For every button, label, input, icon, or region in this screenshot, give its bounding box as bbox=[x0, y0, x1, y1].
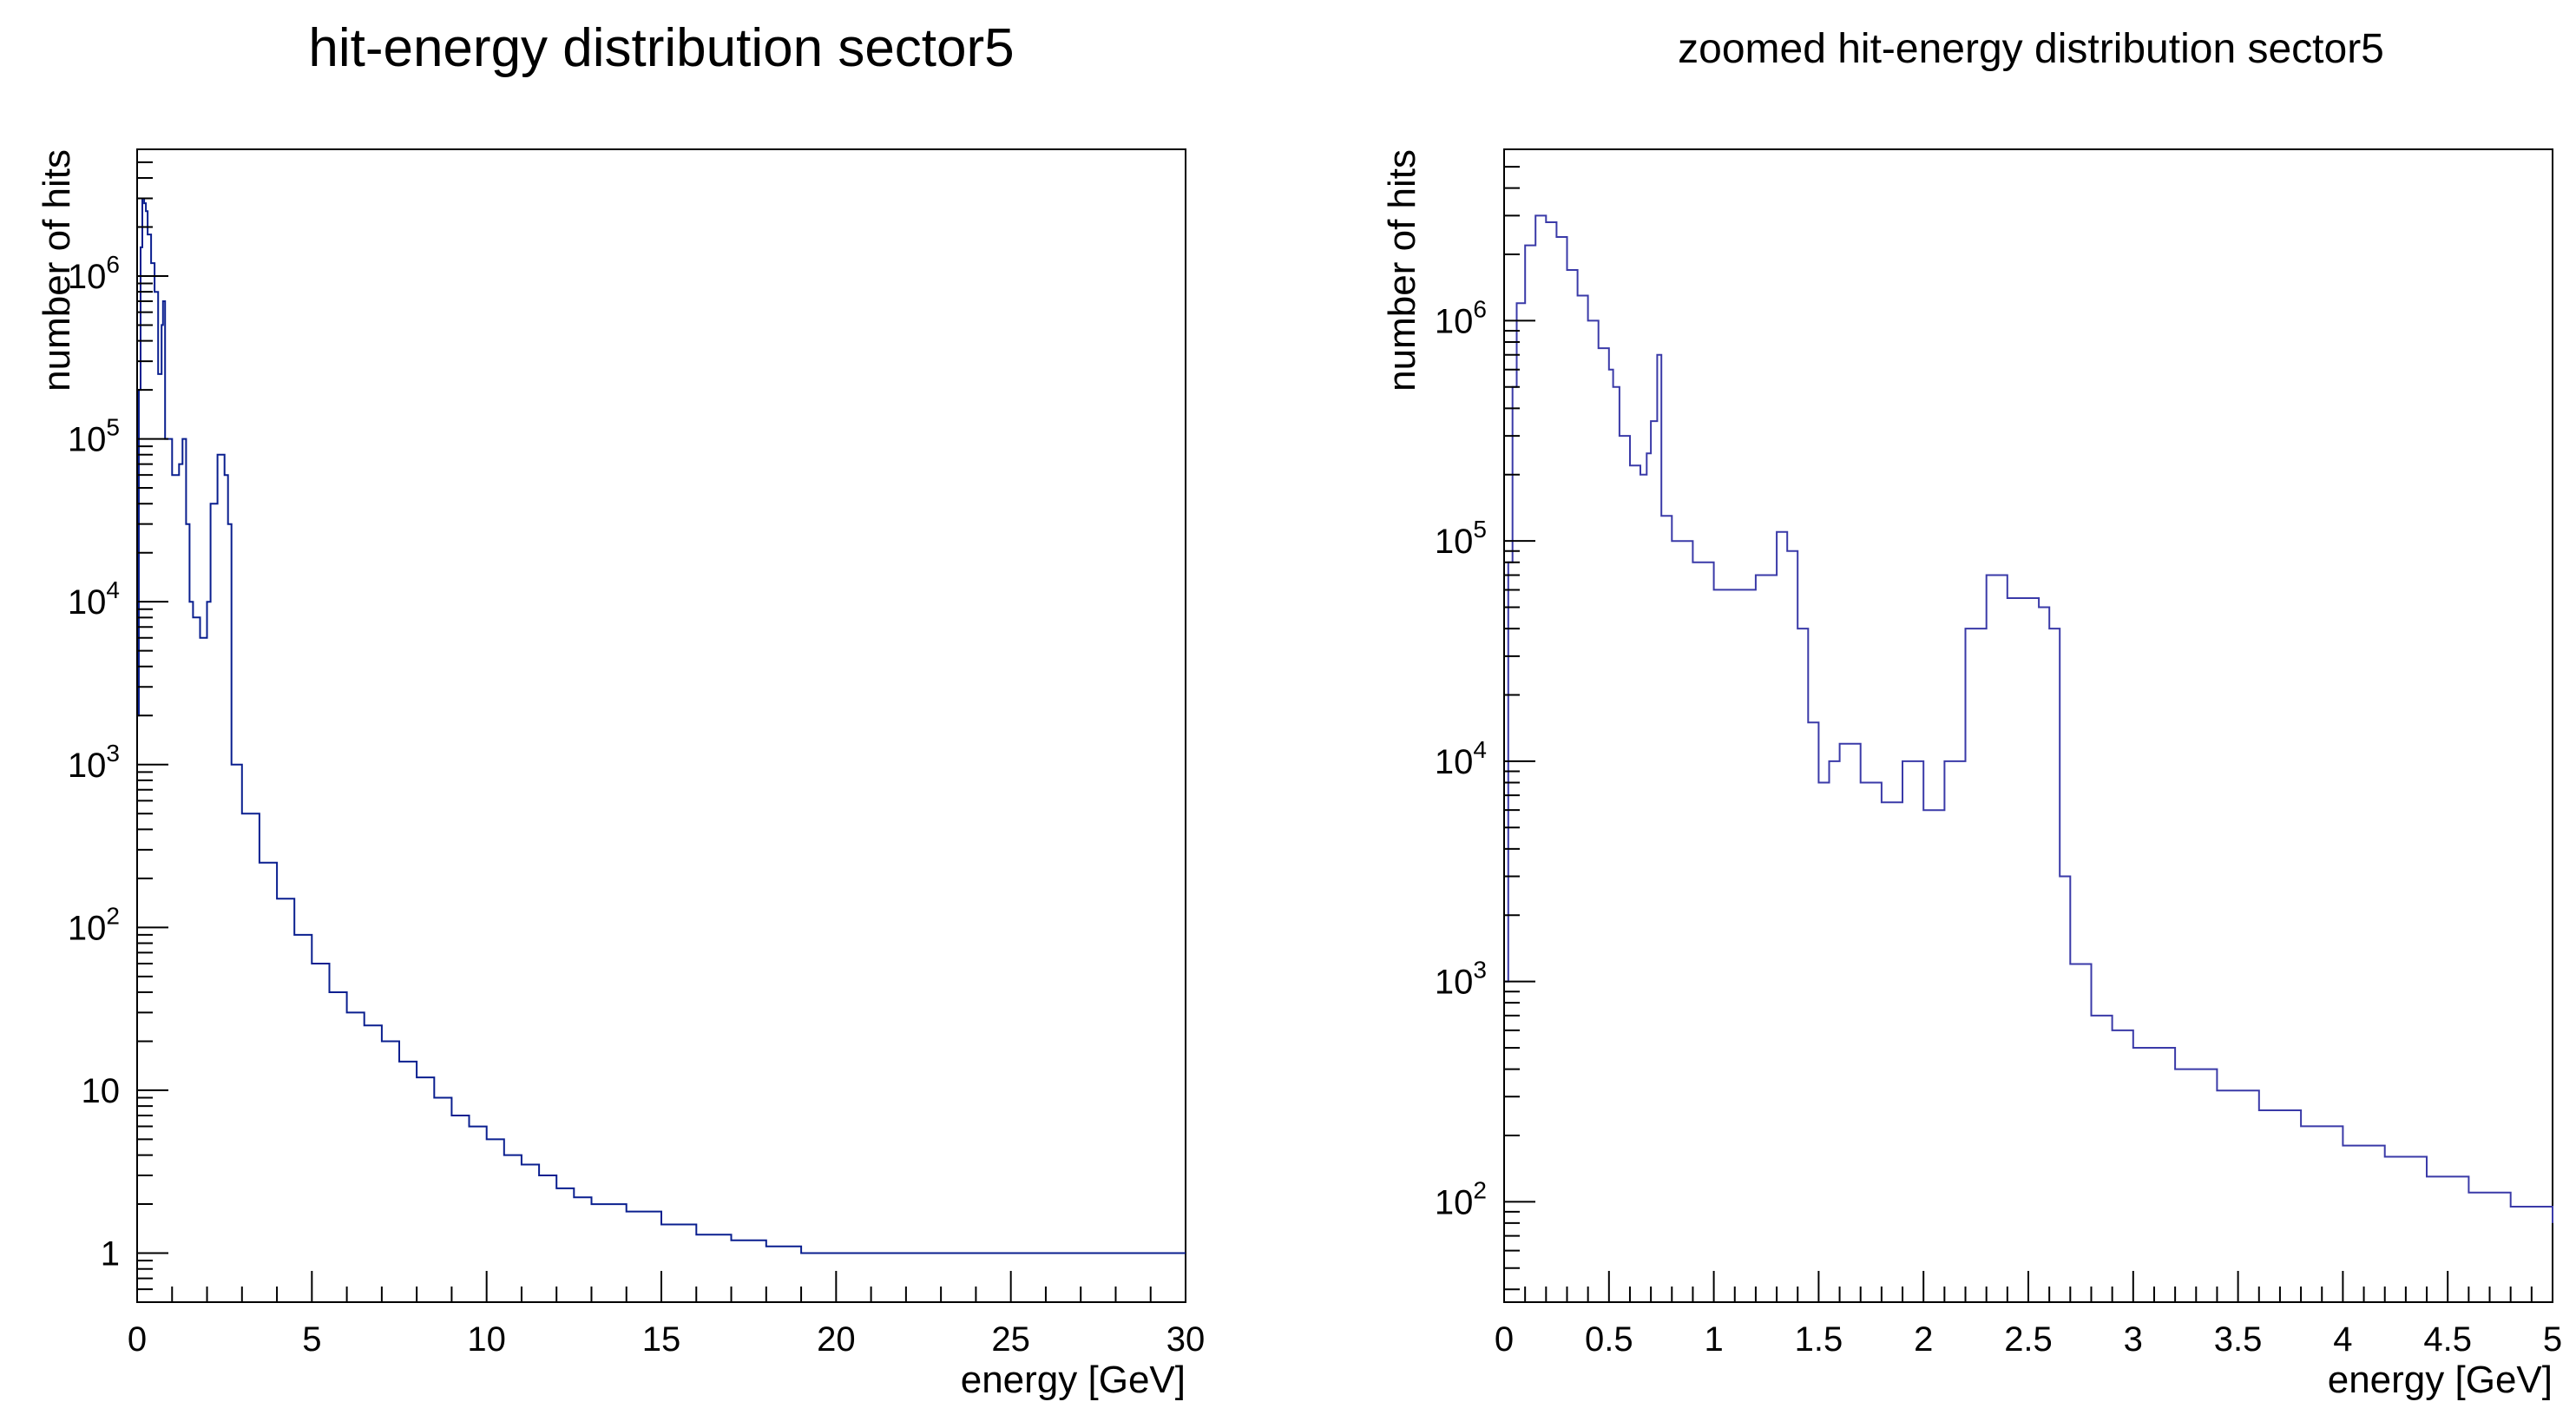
x-tick-label: 2.5 bbox=[2004, 1320, 2053, 1359]
x-tick-label: 5 bbox=[302, 1320, 321, 1359]
y-axis-label: number of hits bbox=[1381, 149, 1423, 392]
x-axis-label: energy [GeV] bbox=[961, 1359, 1186, 1401]
y-tick-label: 104 bbox=[68, 576, 120, 622]
y-tick-label: 103 bbox=[68, 740, 120, 785]
y-tick-label: 1 bbox=[101, 1235, 120, 1274]
y-axis-label: number of hits bbox=[36, 149, 78, 392]
x-tick-label: 30 bbox=[1166, 1320, 1206, 1359]
y-axis-ticks: 1 10 102 103 104 105 106 bbox=[68, 148, 168, 1303]
y-tick-label: 102 bbox=[1435, 1176, 1487, 1221]
x-tick-label: 15 bbox=[642, 1320, 681, 1359]
x-tick-label: 0 bbox=[128, 1320, 147, 1359]
x-tick-label: 10 bbox=[467, 1320, 506, 1359]
y-axis-ticks: 102 103 104 105 106 bbox=[1435, 148, 1535, 1291]
chart-title: zoomed hit-energy distribution sector5 bbox=[1678, 26, 2384, 72]
series-line bbox=[1504, 214, 2553, 1223]
y-tick-label: 105 bbox=[1435, 516, 1487, 561]
y-tick-label: 106 bbox=[1435, 295, 1487, 340]
y-tick-label: 105 bbox=[68, 414, 120, 459]
x-tick-label: 25 bbox=[991, 1320, 1030, 1359]
x-axis-label: energy [GeV] bbox=[2328, 1359, 2553, 1401]
x-tick-label: 3 bbox=[2124, 1320, 2143, 1359]
chart-title: hit-energy distribution sector5 bbox=[308, 18, 1014, 78]
series-line bbox=[137, 197, 1186, 1254]
data-series bbox=[1504, 214, 2553, 1223]
x-tick-label: 2 bbox=[1914, 1320, 1933, 1359]
y-tick-label: 103 bbox=[1435, 957, 1487, 1002]
x-tick-label: 0.5 bbox=[1585, 1320, 1633, 1359]
panel-hit-energy-distribution: hit-energy distribution sector5 1 10 102 10… bbox=[36, 18, 1205, 1401]
plot-frame bbox=[136, 148, 1186, 1303]
y-tick-label: 104 bbox=[1435, 736, 1487, 781]
x-tick-label: 5 bbox=[2543, 1320, 2562, 1359]
x-tick-label: 4.5 bbox=[2423, 1320, 2472, 1359]
x-tick-label: 20 bbox=[817, 1320, 856, 1359]
y-tick-label: 102 bbox=[68, 902, 120, 947]
x-axis-ticks: 0 0.5 1 1.5 2 2.5 3 3.5 4 4.5 5 bbox=[1495, 1271, 2562, 1359]
x-tick-label: 1 bbox=[1704, 1320, 1723, 1359]
x-tick-label: 1.5 bbox=[1795, 1320, 1843, 1359]
y-tick-label: 106 bbox=[68, 251, 120, 296]
x-tick-label: 3.5 bbox=[2214, 1320, 2263, 1359]
x-tick-label: 0 bbox=[1495, 1320, 1514, 1359]
panel-zoomed-hit-energy-distribution: zoomed hit-energy distribution sector5 1… bbox=[1381, 26, 2562, 1401]
plot-frame bbox=[1503, 148, 2553, 1303]
y-tick-label: 10 bbox=[82, 1072, 121, 1110]
data-series bbox=[137, 197, 1186, 1254]
x-tick-label: 4 bbox=[2333, 1320, 2352, 1359]
x-axis-ticks: 0 5 10 15 20 25 30 bbox=[128, 1271, 1205, 1359]
